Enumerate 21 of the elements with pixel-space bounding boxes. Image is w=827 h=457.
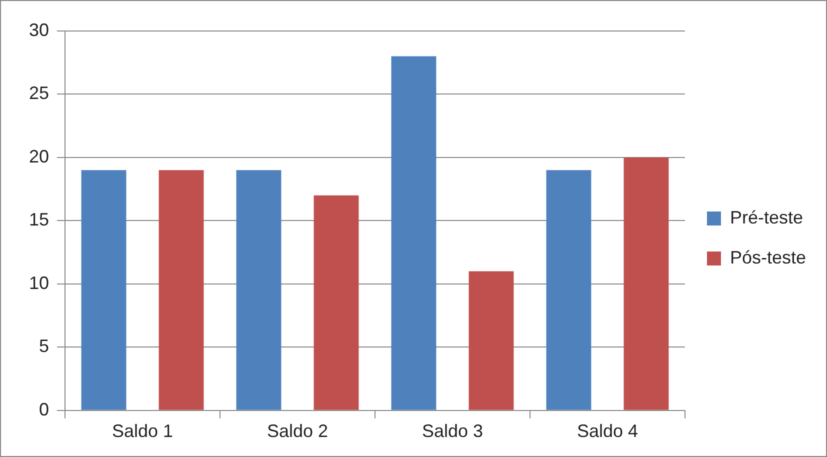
bar [391, 56, 436, 410]
legend-label: Pré-teste [730, 207, 803, 228]
y-tick-label: 25 [28, 83, 50, 104]
bar [81, 170, 126, 410]
legend-label: Pós-teste [730, 247, 806, 268]
bar [468, 271, 514, 410]
bar [624, 157, 669, 410]
y-tick-label: 10 [28, 272, 50, 293]
bar [236, 170, 282, 410]
bar [158, 170, 204, 410]
y-tick-label: 30 [28, 20, 50, 40]
bar [314, 195, 359, 410]
x-tick-label: Saldo 4 [576, 421, 638, 442]
x-tick-label: Saldo 3 [422, 421, 484, 442]
x-tick-label: Saldo 1 [112, 421, 174, 442]
y-tick-label: 0 [39, 399, 50, 420]
y-tick-label: 20 [28, 146, 50, 166]
y-tick-label: 15 [28, 210, 50, 230]
x-tick-label: Saldo 2 [266, 421, 328, 442]
y-tick-label: 5 [39, 336, 50, 356]
bar [546, 170, 592, 410]
